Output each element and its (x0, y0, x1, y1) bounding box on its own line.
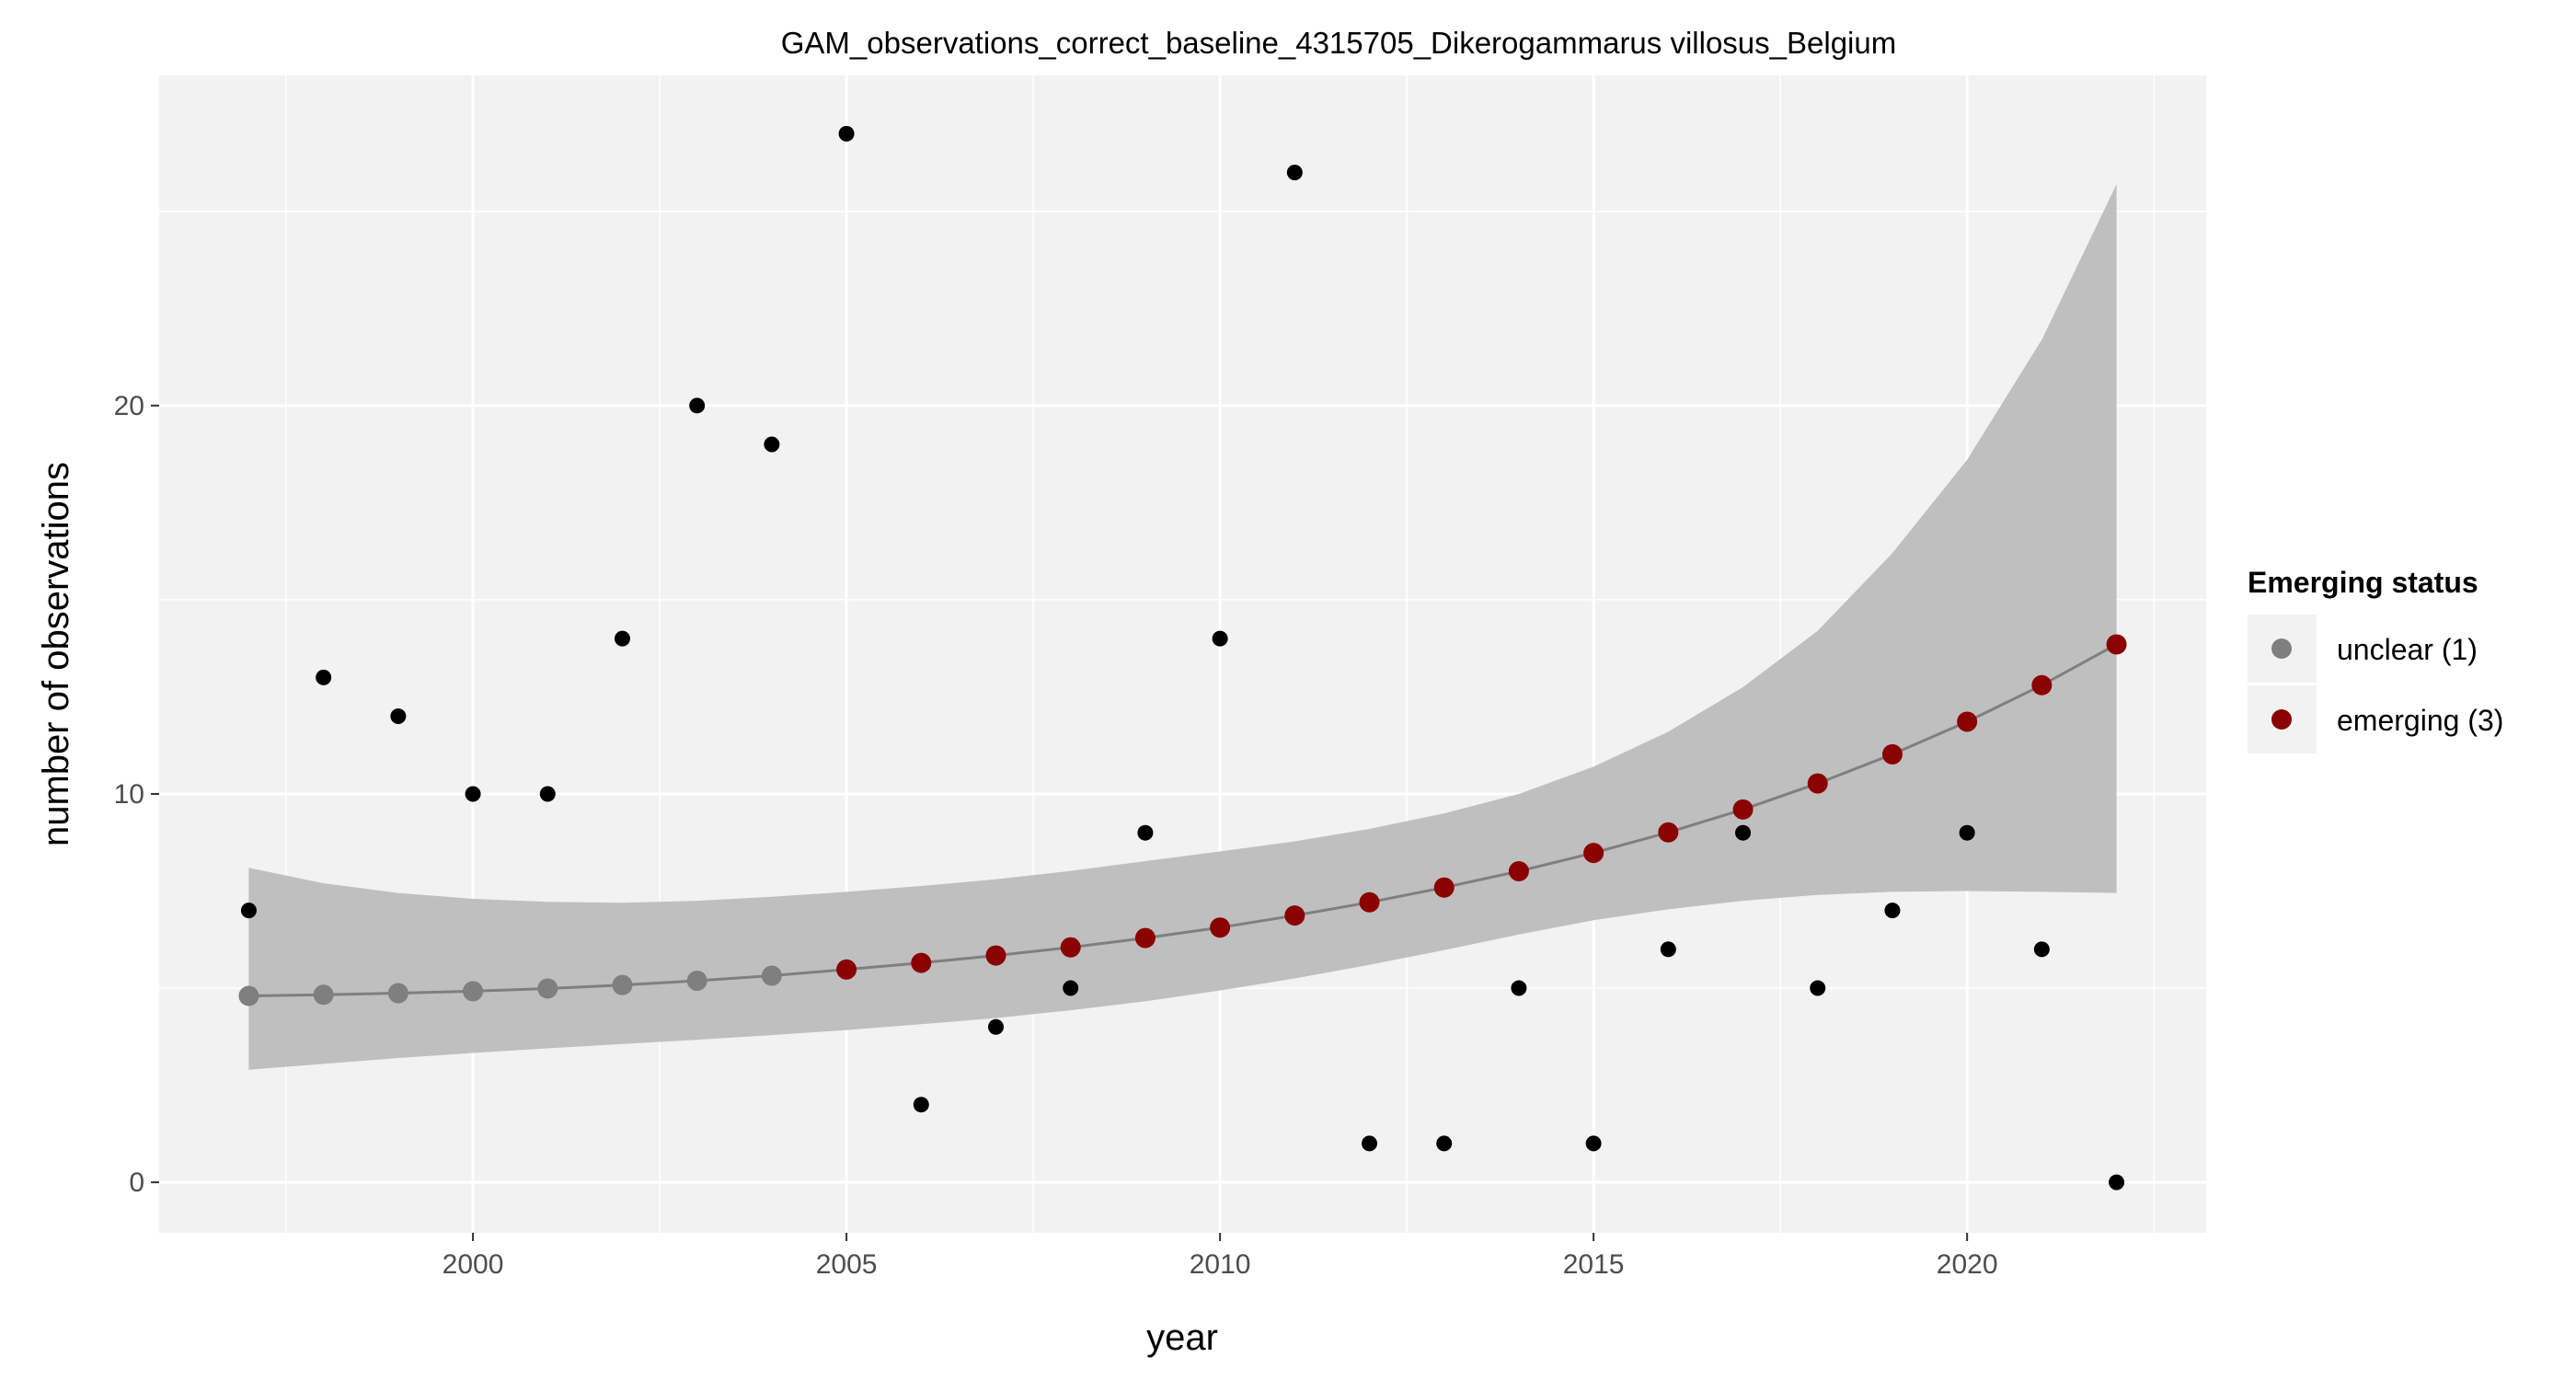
x-tick-label-2: 2010 (1190, 1249, 1251, 1280)
legend-key-unclear (2271, 638, 2292, 659)
observed-point-2014 (1511, 980, 1527, 996)
observed-points (240, 125, 2125, 1190)
legend-key-emerging (2271, 709, 2292, 730)
fit-point-2015 (1583, 843, 1604, 864)
observed-point-2020 (1959, 824, 1975, 841)
x-axis-title: year (1146, 1317, 1218, 1358)
observed-point-2002 (614, 630, 630, 647)
observed-point-2001 (539, 786, 556, 802)
observed-point-2005 (838, 125, 855, 142)
observed-point-2021 (2033, 941, 2050, 958)
confidence-band (248, 184, 2117, 1070)
fit-point-2006 (911, 952, 932, 973)
observed-point-2011 (1286, 165, 1303, 181)
fit-point-2021 (2031, 674, 2053, 696)
fit-point-2003 (686, 971, 707, 992)
observed-point-2009 (1137, 824, 1154, 841)
x-tick-label-1: 2005 (816, 1249, 878, 1280)
legend-title: Emerging status (2248, 566, 2478, 599)
fit-point-2014 (1508, 860, 1529, 881)
y-tick-label-0: 0 (129, 1167, 144, 1198)
observed-point-2004 (764, 436, 780, 453)
grid-minor (159, 75, 2206, 1233)
fit-point-2020 (1957, 711, 1978, 732)
fit-point-2005 (836, 959, 857, 980)
fit-point-2012 (1359, 891, 1380, 913)
y-axis: 0 10 20 (114, 391, 159, 1198)
x-tick-label-0: 2000 (443, 1249, 504, 1280)
fit-point-1999 (387, 983, 408, 1004)
observed-point-2022 (2109, 1174, 2125, 1190)
fit-points (238, 634, 2127, 1006)
observed-point-2010 (1212, 630, 1228, 647)
observed-point-2015 (1585, 1135, 1602, 1152)
y-axis-title: number of observations (36, 462, 76, 846)
fit-point-2013 (1433, 877, 1455, 898)
fit-point-2016 (1658, 822, 1679, 843)
chart-title: GAM_observations_correct_baseline_431570… (781, 26, 1896, 60)
fit-point-2009 (1134, 927, 1156, 949)
observed-point-2006 (913, 1097, 929, 1113)
observed-point-1998 (316, 669, 332, 685)
fit-point-2008 (1060, 937, 1081, 958)
fit-point-2007 (985, 945, 1006, 966)
legend-label-unclear: unclear (1) (2337, 633, 2478, 666)
observed-point-2019 (1884, 903, 1901, 919)
fit-point-2004 (761, 965, 782, 986)
fit-point-2011 (1284, 905, 1305, 926)
fit-point-2017 (1732, 799, 1754, 820)
fit-line (248, 643, 2118, 997)
observed-point-2008 (1063, 980, 1079, 996)
fit-point-2018 (1807, 773, 1828, 794)
fit-point-2001 (537, 978, 558, 999)
observed-point-2012 (1362, 1135, 1378, 1152)
x-tick-label-4: 2020 (1937, 1249, 1998, 1280)
confidence-band-area (248, 184, 2117, 1070)
observed-point-2016 (1660, 941, 1676, 958)
fit-line-path (248, 643, 2118, 997)
observed-point-2018 (1810, 980, 1826, 996)
observed-point-2003 (689, 397, 706, 414)
fit-point-2019 (1881, 743, 1903, 765)
x-axis: 2000 2005 2010 2015 2020 (443, 1233, 1998, 1280)
fit-point-1997 (238, 985, 259, 1006)
fit-point-1998 (313, 984, 334, 1006)
observed-point-2013 (1436, 1135, 1453, 1152)
fit-point-2002 (612, 974, 633, 995)
x-tick-label-3: 2015 (1563, 1249, 1625, 1280)
legend-label-emerging: emerging (3) (2337, 704, 2503, 737)
y-tick-label-1: 10 (114, 779, 144, 810)
observed-point-2007 (987, 1018, 1004, 1035)
y-tick-label-2: 20 (114, 391, 144, 421)
legend: Emerging status unclear (1) emerging (3) (2248, 566, 2503, 753)
observed-point-2017 (1735, 824, 1752, 841)
observed-point-1997 (240, 903, 257, 919)
observed-point-2000 (465, 786, 481, 802)
fit-point-2010 (1210, 917, 1231, 938)
observed-point-1999 (390, 708, 407, 725)
fit-point-2022 (2106, 634, 2127, 655)
fit-point-2000 (463, 981, 484, 1002)
